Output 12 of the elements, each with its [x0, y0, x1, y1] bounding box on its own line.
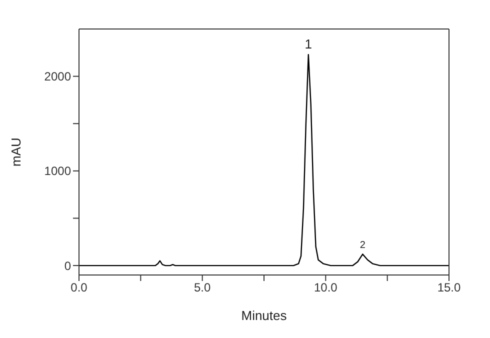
annotation: 2 — [360, 240, 366, 252]
x-tick-label: 10.0 — [314, 280, 338, 295]
line-series — [79, 54, 449, 266]
y-axis-title: mAU — [8, 138, 24, 166]
x-tick-label: 0.0 — [70, 280, 88, 295]
y-tick-label: 2000 — [44, 70, 72, 84]
x-axis-title: Minutes — [241, 308, 288, 323]
annotation: 1 — [304, 36, 312, 52]
x-tick-label: 15.0 — [437, 280, 461, 295]
y-tick-label: 0 — [64, 258, 72, 273]
y-tick-label: 1000 — [44, 164, 72, 178]
x-tick-label: 5.0 — [194, 280, 211, 295]
